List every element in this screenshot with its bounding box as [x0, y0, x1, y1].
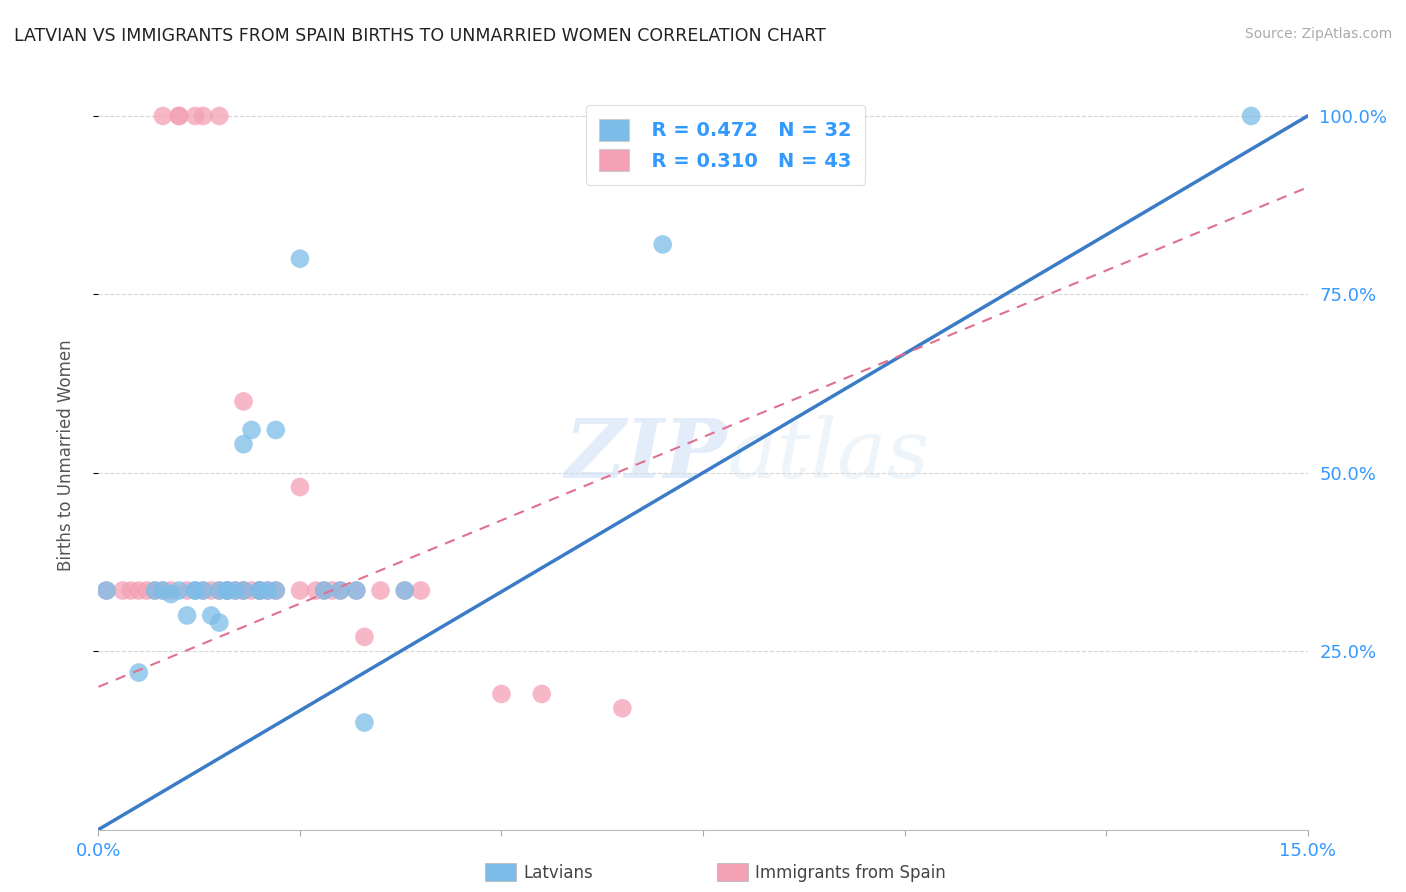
Point: [612, 701, 634, 715]
Point: [249, 583, 271, 598]
Point: [314, 583, 336, 598]
Point: [111, 583, 134, 598]
Point: [167, 109, 190, 123]
Point: [240, 423, 263, 437]
Point: [143, 583, 166, 598]
Point: [184, 583, 207, 598]
Point: [329, 583, 352, 598]
Point: [491, 687, 513, 701]
Point: [353, 630, 375, 644]
Text: atlas: atlas: [727, 415, 929, 495]
Point: [128, 583, 150, 598]
Point: [264, 423, 287, 437]
Point: [167, 109, 190, 123]
Point: [160, 583, 183, 598]
Point: [128, 665, 150, 680]
Point: [120, 583, 142, 598]
Point: [256, 583, 278, 598]
Point: [217, 583, 239, 598]
Point: [96, 583, 118, 598]
Point: [288, 480, 311, 494]
Point: [256, 583, 278, 598]
Point: [651, 237, 673, 252]
Point: [409, 583, 432, 598]
Point: [200, 608, 222, 623]
Point: [208, 615, 231, 630]
Point: [1240, 109, 1263, 123]
Point: [232, 437, 254, 451]
Point: [344, 583, 367, 598]
Point: [152, 109, 174, 123]
Point: [184, 109, 207, 123]
Point: [193, 583, 215, 598]
Point: [176, 583, 198, 598]
Point: [160, 587, 183, 601]
Text: Immigrants from Spain: Immigrants from Spain: [755, 864, 946, 882]
Point: [264, 583, 287, 598]
Point: [208, 109, 231, 123]
Point: [96, 583, 118, 598]
Point: [305, 583, 328, 598]
Point: [208, 583, 231, 598]
Point: [232, 583, 254, 598]
Point: [370, 583, 392, 598]
Point: [344, 583, 367, 598]
Point: [217, 583, 239, 598]
Point: [143, 583, 166, 598]
Point: [249, 583, 271, 598]
Y-axis label: Births to Unmarried Women: Births to Unmarried Women: [56, 339, 75, 571]
Point: [200, 583, 222, 598]
Point: [288, 252, 311, 266]
Point: [167, 583, 190, 598]
Point: [249, 583, 271, 598]
Text: ZIP: ZIP: [565, 415, 727, 495]
Point: [264, 583, 287, 598]
Point: [394, 583, 416, 598]
Text: Latvians: Latvians: [523, 864, 593, 882]
Point: [184, 583, 207, 598]
Point: [152, 583, 174, 598]
Point: [394, 583, 416, 598]
Point: [224, 583, 246, 598]
Point: [321, 583, 343, 598]
Point: [329, 583, 352, 598]
Point: [193, 109, 215, 123]
Point: [217, 583, 239, 598]
Point: [208, 583, 231, 598]
Point: [240, 583, 263, 598]
Point: [232, 394, 254, 409]
Point: [152, 583, 174, 598]
Point: [314, 583, 336, 598]
Point: [249, 583, 271, 598]
Text: Source: ZipAtlas.com: Source: ZipAtlas.com: [1244, 27, 1392, 41]
Point: [232, 583, 254, 598]
Text: LATVIAN VS IMMIGRANTS FROM SPAIN BIRTHS TO UNMARRIED WOMEN CORRELATION CHART: LATVIAN VS IMMIGRANTS FROM SPAIN BIRTHS …: [14, 27, 825, 45]
Point: [135, 583, 157, 598]
Point: [217, 583, 239, 598]
Point: [353, 715, 375, 730]
Point: [224, 583, 246, 598]
Point: [288, 583, 311, 598]
Point: [530, 687, 553, 701]
Point: [193, 583, 215, 598]
Point: [176, 608, 198, 623]
Point: [232, 583, 254, 598]
Legend:   R = 0.472   N = 32,   R = 0.310   N = 43: R = 0.472 N = 32, R = 0.310 N = 43: [586, 105, 866, 185]
